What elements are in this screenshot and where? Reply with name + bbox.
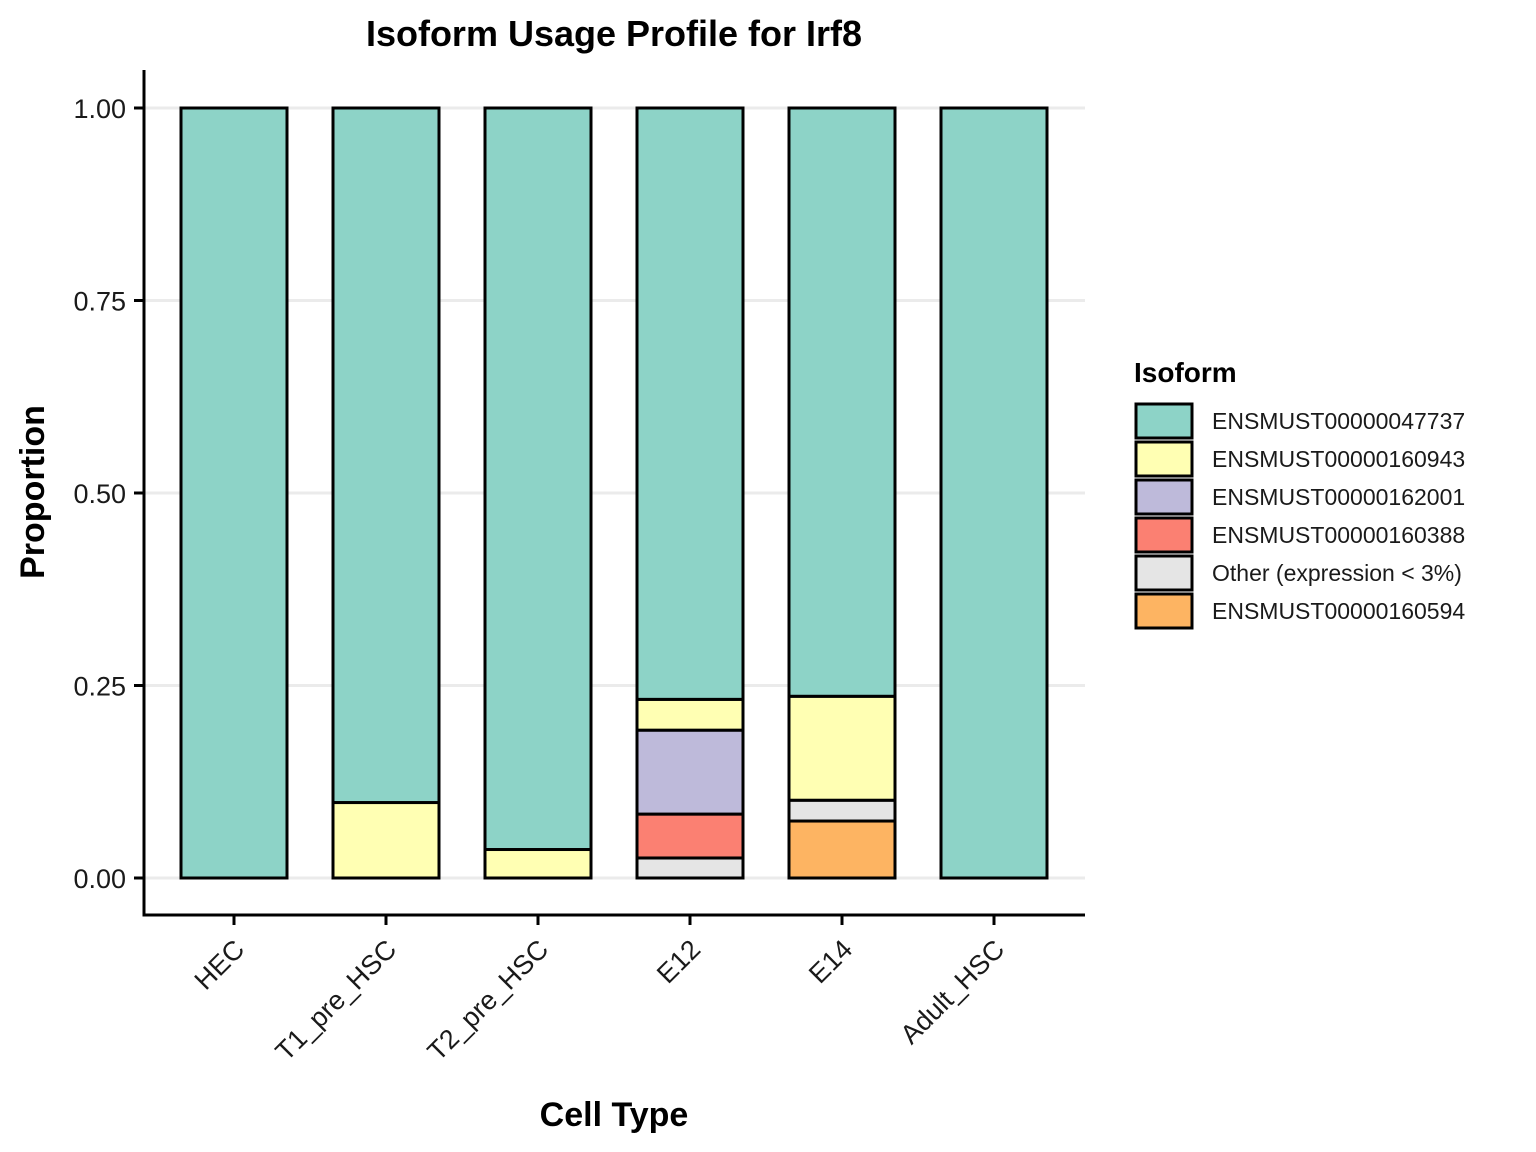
bar-segment-adult-hsc-ensmust00000047737 <box>939 106 1049 880</box>
x-tick-label: T1_pre_HSC <box>270 934 403 1067</box>
legend-key-ensmust00000160388 <box>1134 516 1194 554</box>
gridlines <box>144 106 1085 880</box>
bars <box>179 106 1049 880</box>
bar-segment-e14-ensmust00000047737 <box>787 106 897 698</box>
bar-segment-e14-ensmust00000160594 <box>787 819 897 880</box>
legend-label: ENSMUST00000160594 <box>1212 598 1465 624</box>
legend-label: Other (expression < 3%) <box>1212 560 1462 586</box>
legend-label: ENSMUST00000160943 <box>1212 446 1465 472</box>
y-tick-label: 0.50 <box>73 479 126 509</box>
x-tick-label: E12 <box>651 934 706 989</box>
x-tick-label: T2_pre_HSC <box>422 934 555 1067</box>
bar-segment-hec-ensmust00000047737 <box>179 106 289 880</box>
bar-segment-e12-ensmust00000047737 <box>635 106 745 701</box>
bar-segment-e12-ensmust00000160943 <box>635 697 745 732</box>
bar-segment-t1-pre-hsc-ensmust00000160943 <box>331 801 441 880</box>
x-tick-label: E14 <box>803 934 858 989</box>
y-axis-title: Proportion <box>14 405 52 579</box>
y-tick-label: 0.25 <box>73 672 126 702</box>
legend-label: ENSMUST00000047737 <box>1212 408 1465 434</box>
legend-label: ENSMUST00000160388 <box>1212 522 1465 548</box>
x-axis-title: Cell Type <box>540 1096 689 1134</box>
legend-key-ensmust00000162001 <box>1134 478 1194 516</box>
legend-label: ENSMUST00000162001 <box>1212 484 1465 510</box>
legend: Isoform ENSMUST00000047737 ENSMUST0000016… <box>1134 357 1465 630</box>
legend-key-ensmust00000160943 <box>1134 440 1194 478</box>
x-tick-label: Adult_HSC <box>895 934 1011 1050</box>
bar-segment-e12-other-expression-3 <box>635 856 745 880</box>
legend-title: Isoform <box>1134 357 1237 388</box>
bar-segment-t2-pre-hsc-ensmust00000160943 <box>483 848 593 880</box>
legend-key-ensmust00000047737 <box>1134 402 1194 440</box>
legend-key-ensmust00000160594 <box>1134 592 1194 630</box>
bar-segment-t2-pre-hsc-ensmust00000047737 <box>483 106 593 852</box>
bar-segment-e12-ensmust00000162001 <box>635 728 745 816</box>
y-tick-label: 0.00 <box>73 864 126 894</box>
y-tick-label: 1.00 <box>73 94 126 124</box>
bar-segment-e12-ensmust00000160388 <box>635 812 745 860</box>
chart-title: Isoform Usage Profile for Irf8 <box>366 13 862 54</box>
legend-key-other-expression-3 <box>1134 554 1194 592</box>
bar-segment-t1-pre-hsc-ensmust00000047737 <box>331 106 441 805</box>
y-tick-label: 0.75 <box>73 287 126 317</box>
bar-segment-e14-other-expression-3 <box>787 798 897 823</box>
x-tick-label: HEC <box>189 934 251 996</box>
bar-segment-e14-ensmust00000160943 <box>787 694 897 802</box>
